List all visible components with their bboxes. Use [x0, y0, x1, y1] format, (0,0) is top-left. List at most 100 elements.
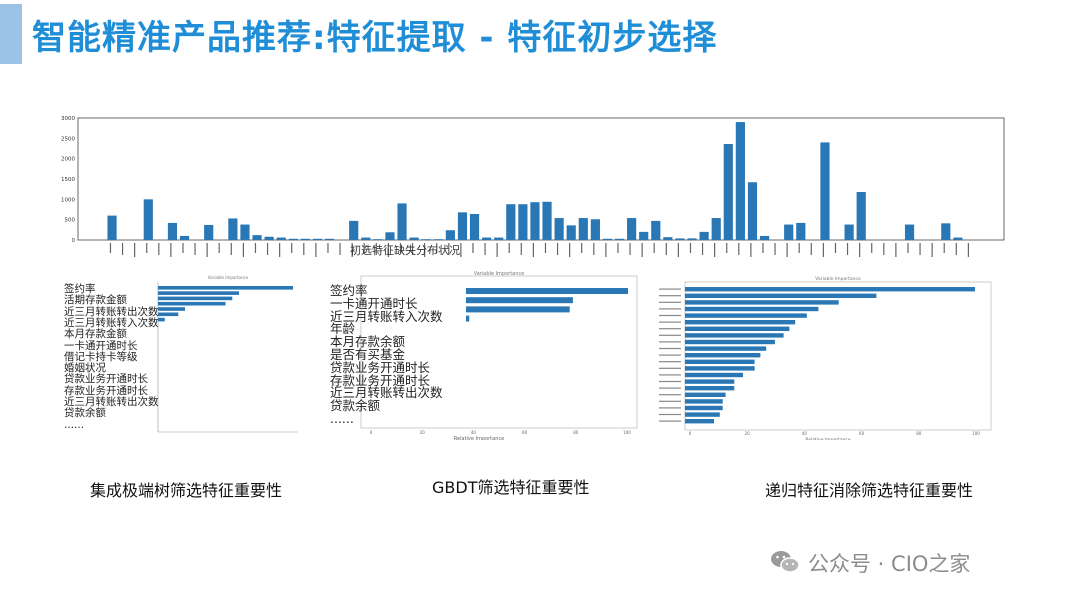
chart3-category-label: 签约率 [330, 283, 368, 298]
chart1-bar [482, 237, 492, 240]
chart2-category-label: 婚姻状况 [64, 362, 106, 375]
chart2-category-label: 借记卡持卡等级 [64, 350, 138, 363]
chart4-bar [685, 366, 755, 371]
chart1-xtick-label [859, 243, 861, 257]
chart4-category-label [659, 354, 681, 356]
chart1-xtick-label [617, 243, 619, 253]
chart1-bar [941, 223, 951, 240]
chart4-category-label [659, 361, 681, 363]
chart1-xtick-label [303, 243, 305, 255]
chart2-bar [158, 291, 239, 295]
chart1-bar [373, 239, 383, 240]
chart1-xtick-label [605, 243, 607, 257]
chart4-bar [685, 313, 807, 318]
chart1-xtick-label [158, 243, 160, 255]
chart1-bar [639, 231, 649, 240]
chart1-xtick-label [774, 243, 776, 255]
chart1-bar [409, 237, 419, 240]
chart4-category-label [659, 301, 681, 303]
chart4-category-label [659, 308, 681, 310]
chart1-xtick-label [943, 243, 945, 253]
chart4-category-label [659, 394, 681, 396]
chart3-title: Variable Importance [474, 271, 525, 277]
chart4-bar [685, 392, 726, 397]
chart1-xtick-label [689, 243, 692, 253]
chart1-xtick-label [677, 243, 679, 257]
chart4-bar [685, 287, 975, 292]
chart3-xlabel: Relative Importance [454, 436, 504, 440]
chart4-category-label [659, 387, 681, 389]
chart1-xtick-label [955, 243, 957, 255]
chart3-xtick-label: 20 [420, 430, 426, 435]
chart1-xtick-label [834, 243, 837, 253]
chart4-category-label [659, 334, 681, 336]
chart1-bar [675, 238, 685, 240]
chart1-xtick-label [387, 243, 389, 257]
chart3-bar [466, 315, 470, 322]
chart2-category-label: 本月存款金额 [64, 328, 127, 341]
chart4-title: Variable Importance [815, 276, 861, 282]
chart3-category-label: 存款业务开通时长 [330, 372, 431, 388]
chart2-bar [158, 312, 179, 317]
chart2-bar [158, 296, 233, 301]
chart1-ytick-label: 2500 [61, 136, 75, 142]
chart4-bar [685, 353, 761, 358]
chart1-xtick-label [254, 243, 257, 253]
chart1-xtick-label [230, 243, 232, 255]
chart1-xtick-label [146, 243, 148, 253]
chart1-xtick-label [714, 243, 716, 257]
chart2-category-label: 存款业务开通时长 [64, 384, 148, 397]
chart1-xtick-label [339, 243, 341, 255]
chart4-bar [685, 320, 796, 325]
missing-distribution-bar-chart: 3000 2500 2000 1500 1000 500 0 [61, 116, 1005, 257]
chart3-category-label: 贷款余额 [330, 398, 381, 414]
chart4-category-label [659, 374, 681, 376]
chart2-bar [158, 317, 165, 322]
chart2-category-label: 近三月转账转出次数 [64, 305, 159, 318]
chart1-bar [735, 122, 745, 240]
chart1-xtick-label [291, 243, 293, 253]
chart1-bar [300, 238, 310, 240]
chart1-bar [457, 212, 468, 240]
chart3-xtick-label: 100 [623, 430, 631, 435]
chart4-bar [685, 339, 775, 345]
caption-extra-trees: 集成极端树筛选特征重要性 [90, 481, 283, 500]
chart1-bar [421, 239, 431, 240]
chart4-category-label [659, 341, 681, 343]
chart1-xtick-label [327, 243, 329, 253]
chart1-xtick-label [798, 243, 800, 253]
chart3-category-label: 近三月转账转出次数 [330, 385, 443, 401]
chart4-xtick-label: 60 [859, 431, 865, 436]
chart1-bar [397, 203, 407, 240]
chart1-bar [856, 192, 866, 240]
chart2-category-label: 近三月转账转入次数 [64, 316, 159, 329]
chart1-bar [627, 218, 637, 240]
chart1-title: 初选特征缺失分布状况 [350, 244, 460, 257]
chart1-xtick-label [448, 243, 450, 255]
chart1-xtick-label [194, 243, 196, 255]
watermark-text: 公众号 · CIO之家 [808, 552, 971, 576]
chart2-category-label: 一卡通开通时长 [64, 339, 138, 352]
chart1-bar [469, 213, 480, 240]
chart4-category-label [659, 314, 681, 317]
chart3-category-label: 贷款业务开通时长 [330, 359, 431, 375]
chart1-xtick-label [520, 243, 522, 255]
chart3-category-label: 年龄 [330, 321, 356, 337]
chart1-bar [651, 220, 661, 240]
chart1-xtick-label [919, 243, 921, 255]
chart1-bar [578, 218, 588, 240]
chart1-xtick-label [871, 243, 873, 253]
chart3-xtick-label: 60 [522, 430, 528, 435]
chart1-xtick-label [738, 243, 740, 255]
chart2-category-label: 贷款业务开通时长 [64, 373, 148, 386]
chart4-bar [685, 412, 720, 417]
extra-trees-importance-chart: Variable Importance [157, 275, 298, 433]
chart4-bar [685, 372, 743, 378]
chart4-category-label [659, 328, 681, 330]
chart1-bar [820, 142, 830, 240]
chart1-bar [167, 222, 178, 240]
chart3-category-label: ...... [330, 411, 354, 426]
chart1-xtick-label [508, 243, 510, 253]
chart1-xtick-label [810, 243, 812, 255]
chart1-xtick-label [375, 243, 377, 255]
